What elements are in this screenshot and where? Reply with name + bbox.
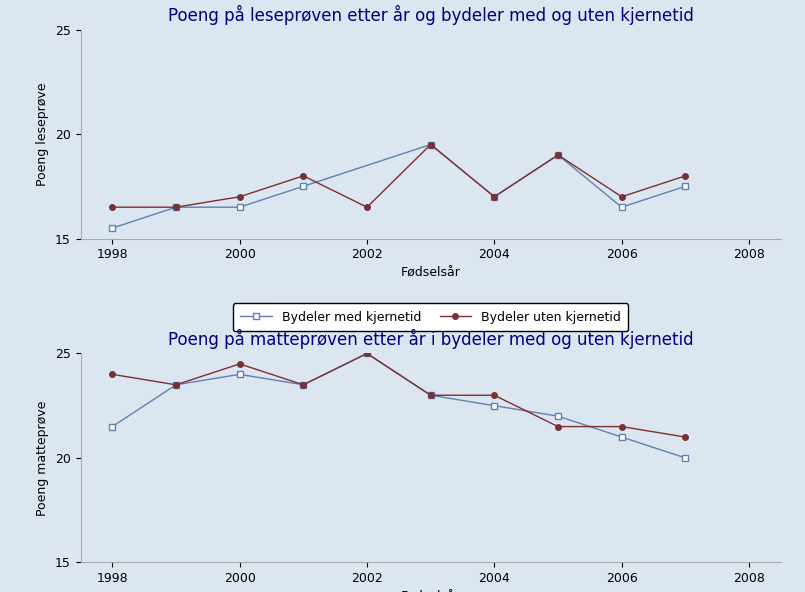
Title: Poeng på leseprøven etter år og bydeler med og uten kjernetid: Poeng på leseprøven etter år og bydeler … [167, 5, 694, 25]
Y-axis label: Poeng matteprøve: Poeng matteprøve [36, 400, 49, 516]
Y-axis label: Poeng leseprøve: Poeng leseprøve [36, 82, 49, 186]
X-axis label: Fødselsår: Fødselsår [401, 267, 460, 280]
Title: Poeng på matteprøven etter år i bydeler med og uten kjernetid: Poeng på matteprøven etter år i bydeler … [168, 329, 693, 349]
Legend: Bydeler med kjernetid, Bydeler uten kjernetid: Bydeler med kjernetid, Bydeler uten kjer… [233, 303, 629, 332]
X-axis label: Fødselsår: Fødselsår [401, 591, 460, 592]
